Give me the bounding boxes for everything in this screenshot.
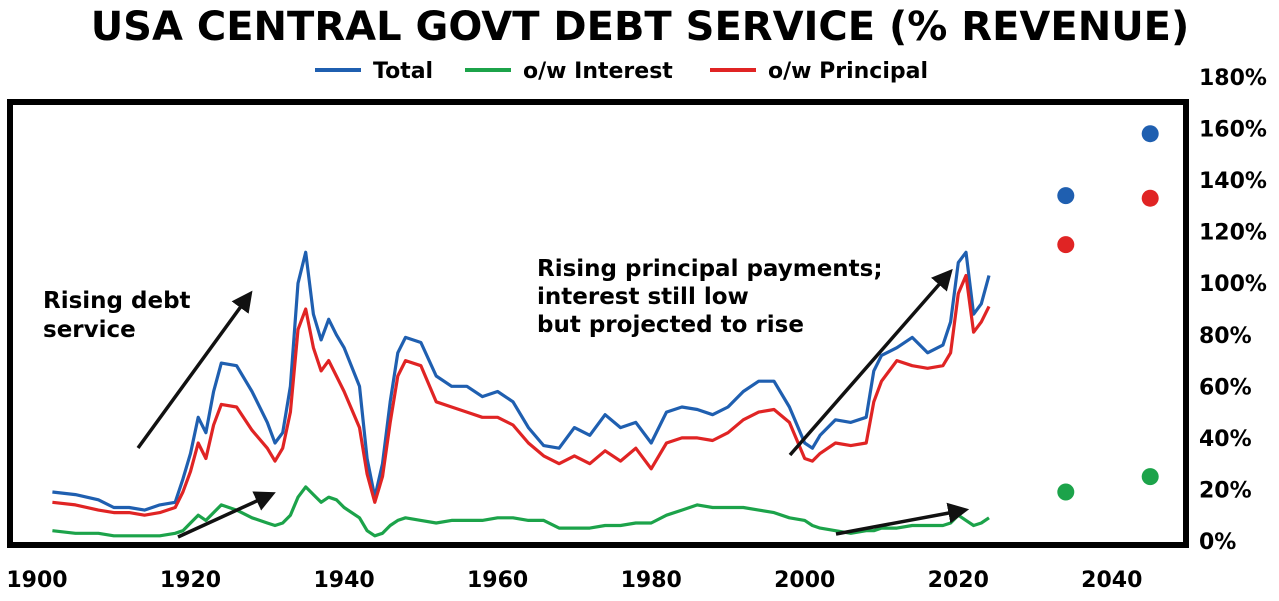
y-axis-ticks: 0% 20% 40% 60% 80% 100% 120% 140% 160% 180%	[1199, 66, 1267, 555]
y-tick-160: 160%	[1199, 118, 1267, 143]
x-tick-2000: 2000	[774, 568, 835, 593]
arrows-layer	[136, 268, 970, 539]
projection-point-o-w-interest-2045	[1141, 468, 1159, 486]
projection-point-o-w-principal-2045	[1141, 189, 1159, 207]
annotation-arrow-3	[788, 268, 953, 457]
annotation-1-line-1: Rising debt	[43, 288, 191, 314]
annotation-arrow-2	[177, 491, 276, 539]
series-line-total	[52, 250, 991, 512]
plot-frame	[7, 99, 1189, 548]
legend-label-o-w-interest: o/w Interest	[523, 59, 673, 84]
y-tick-100: 100%	[1199, 272, 1267, 297]
annotation-2-line-3: but projected to rise	[537, 312, 804, 338]
x-tick-1960: 1960	[467, 568, 528, 593]
y-tick-0: 0%	[1199, 530, 1236, 555]
annotation-2-line-2: interest still low	[537, 284, 749, 310]
projection-points-layer	[1057, 125, 1159, 501]
annotation-arrow-4	[835, 502, 970, 536]
projection-point-total-2034	[1057, 187, 1075, 205]
projection-point-total-2045	[1141, 125, 1159, 143]
annotation-2-line-1: Rising principal payments;	[537, 256, 883, 282]
x-tick-2020: 2020	[928, 568, 989, 593]
y-tick-80: 80%	[1199, 324, 1252, 349]
x-tick-2040: 2040	[1081, 568, 1142, 593]
legend-label-total: Total	[373, 59, 433, 84]
projection-point-o-w-principal-2034	[1057, 236, 1075, 254]
chart-title: USA CENTRAL GOVT DEBT SERVICE (% REVENUE…	[91, 4, 1190, 50]
y-tick-180: 180%	[1199, 66, 1267, 91]
legend-label-o-w-principal: o/w Principal	[768, 59, 928, 84]
y-tick-40: 40%	[1199, 427, 1252, 452]
projection-point-o-w-interest-2034	[1057, 483, 1075, 501]
annotation-1-line-2: service	[43, 317, 136, 343]
series-line-o-w-interest	[52, 485, 990, 538]
series-line-o-w-principal	[52, 273, 991, 517]
x-tick-1940: 1940	[313, 568, 374, 593]
annotation-arrow-1	[136, 290, 253, 450]
y-tick-20: 20%	[1199, 478, 1252, 503]
x-tick-1980: 1980	[621, 568, 682, 593]
y-tick-60: 60%	[1199, 375, 1252, 400]
x-tick-1920: 1920	[160, 568, 221, 593]
legend: Total o/w Interest o/w Principal	[315, 59, 928, 84]
x-axis-ticks: 1900 1920 1940 1960 1980 2000 2020 2040	[6, 568, 1142, 593]
y-tick-140: 140%	[1199, 169, 1267, 194]
y-tick-120: 120%	[1199, 221, 1267, 246]
annotations-layer: Rising debt service Rising principal payme…	[43, 256, 883, 343]
series-layer	[52, 250, 991, 538]
x-tick-1900: 1900	[6, 568, 67, 593]
